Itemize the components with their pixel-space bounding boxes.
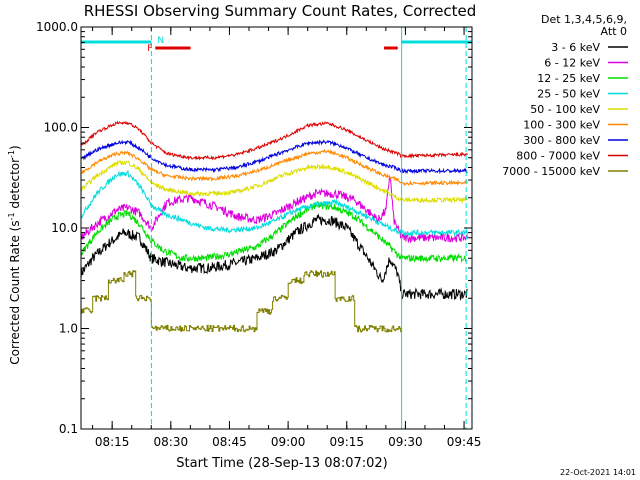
series-3-6-kev — [80, 213, 468, 301]
series-25-50-kev — [80, 169, 468, 237]
night-flag-label: N — [157, 36, 164, 46]
flare-flag-label: F — [147, 44, 152, 54]
ylabel-exp-1: -1 — [7, 212, 16, 220]
ylabel-part-2: detector — [8, 158, 22, 213]
legend-header: Det 1,3,4,5,6,9, — [541, 13, 627, 26]
y-tick-label: 0.1 — [59, 422, 78, 436]
legend-label: 7000 - 15000 keV — [502, 165, 600, 178]
ylabel-part-3: ) — [8, 145, 22, 150]
x-tick-label: 09:45 — [447, 435, 482, 449]
legend-label: 50 - 100 keV — [530, 103, 600, 116]
series-line — [80, 148, 468, 187]
series-line — [80, 120, 468, 161]
series-line — [80, 139, 468, 175]
chart-title: RHESSI Observing Summary Count Rates, Co… — [84, 2, 477, 20]
series-800-7000-kev — [80, 120, 468, 161]
x-tick-label: 08:15 — [95, 435, 130, 449]
series-line — [80, 175, 468, 244]
x-tick-label: 08:45 — [212, 435, 247, 449]
legend-header: Att 0 — [601, 25, 627, 38]
legend: Det 1,3,4,5,6,9,Att 03 - 6 keV 6 - 12 keV… — [502, 13, 628, 178]
series-12-25-kev — [80, 201, 468, 264]
ylabel-exp-2: -1 — [7, 150, 16, 158]
x-tick-label: 09:30 — [388, 435, 423, 449]
y-tick-label: 100.0 — [44, 121, 78, 135]
x-tick-label: 09:00 — [271, 435, 306, 449]
footer-date: 22-Oct-2021 14:01 — [560, 468, 636, 477]
y-axis-label: Corrected Count Rate (s-1 detector-1) — [7, 145, 22, 364]
series-line — [80, 160, 468, 204]
x-tick-label: 08:30 — [154, 435, 189, 449]
series-line — [80, 169, 468, 237]
plot-frame — [80, 26, 473, 430]
legend-label: 800 - 7000 keV — [516, 150, 600, 163]
legend-label: 6 - 12 keV — [544, 57, 600, 70]
series-line — [80, 201, 468, 264]
axes-layer: 1000.0 100.0 10.0 1.0 0.1 08:15 08:30 08:45 09:0… — [36, 20, 481, 449]
svg-text:Corrected Count Rate (s-1 dete: Corrected Count Rate (s-1 detector-1) — [7, 145, 22, 364]
flags-layer: NF — [81, 27, 472, 429]
x-axis-label: Start Time (28-Sep-13 08:07:02) — [176, 456, 387, 471]
legend-label: 100 - 300 keV — [523, 119, 600, 132]
y-tick-label: 1000.0 — [36, 20, 78, 34]
series-50-100-kev — [80, 160, 468, 204]
series-6-12-kev — [80, 175, 468, 244]
ylabel-part-1: Corrected Count Rate (s — [8, 220, 22, 364]
series-300-800-kev — [80, 139, 468, 175]
legend-label: 12 - 25 keV — [537, 72, 600, 85]
x-tick-label: 09:15 — [329, 435, 364, 449]
series-line — [81, 270, 403, 333]
legend-label: 25 - 50 keV — [537, 88, 600, 101]
series-7000-15000-kev — [81, 270, 403, 333]
legend-label: 300 - 800 keV — [523, 134, 600, 147]
y-tick-label: 10.0 — [51, 221, 78, 235]
series-layer — [80, 120, 468, 333]
series-line — [80, 213, 468, 301]
legend-label: 3 - 6 keV — [551, 41, 600, 54]
series-100-300-kev — [80, 148, 468, 187]
y-tick-label: 1.0 — [59, 322, 78, 336]
